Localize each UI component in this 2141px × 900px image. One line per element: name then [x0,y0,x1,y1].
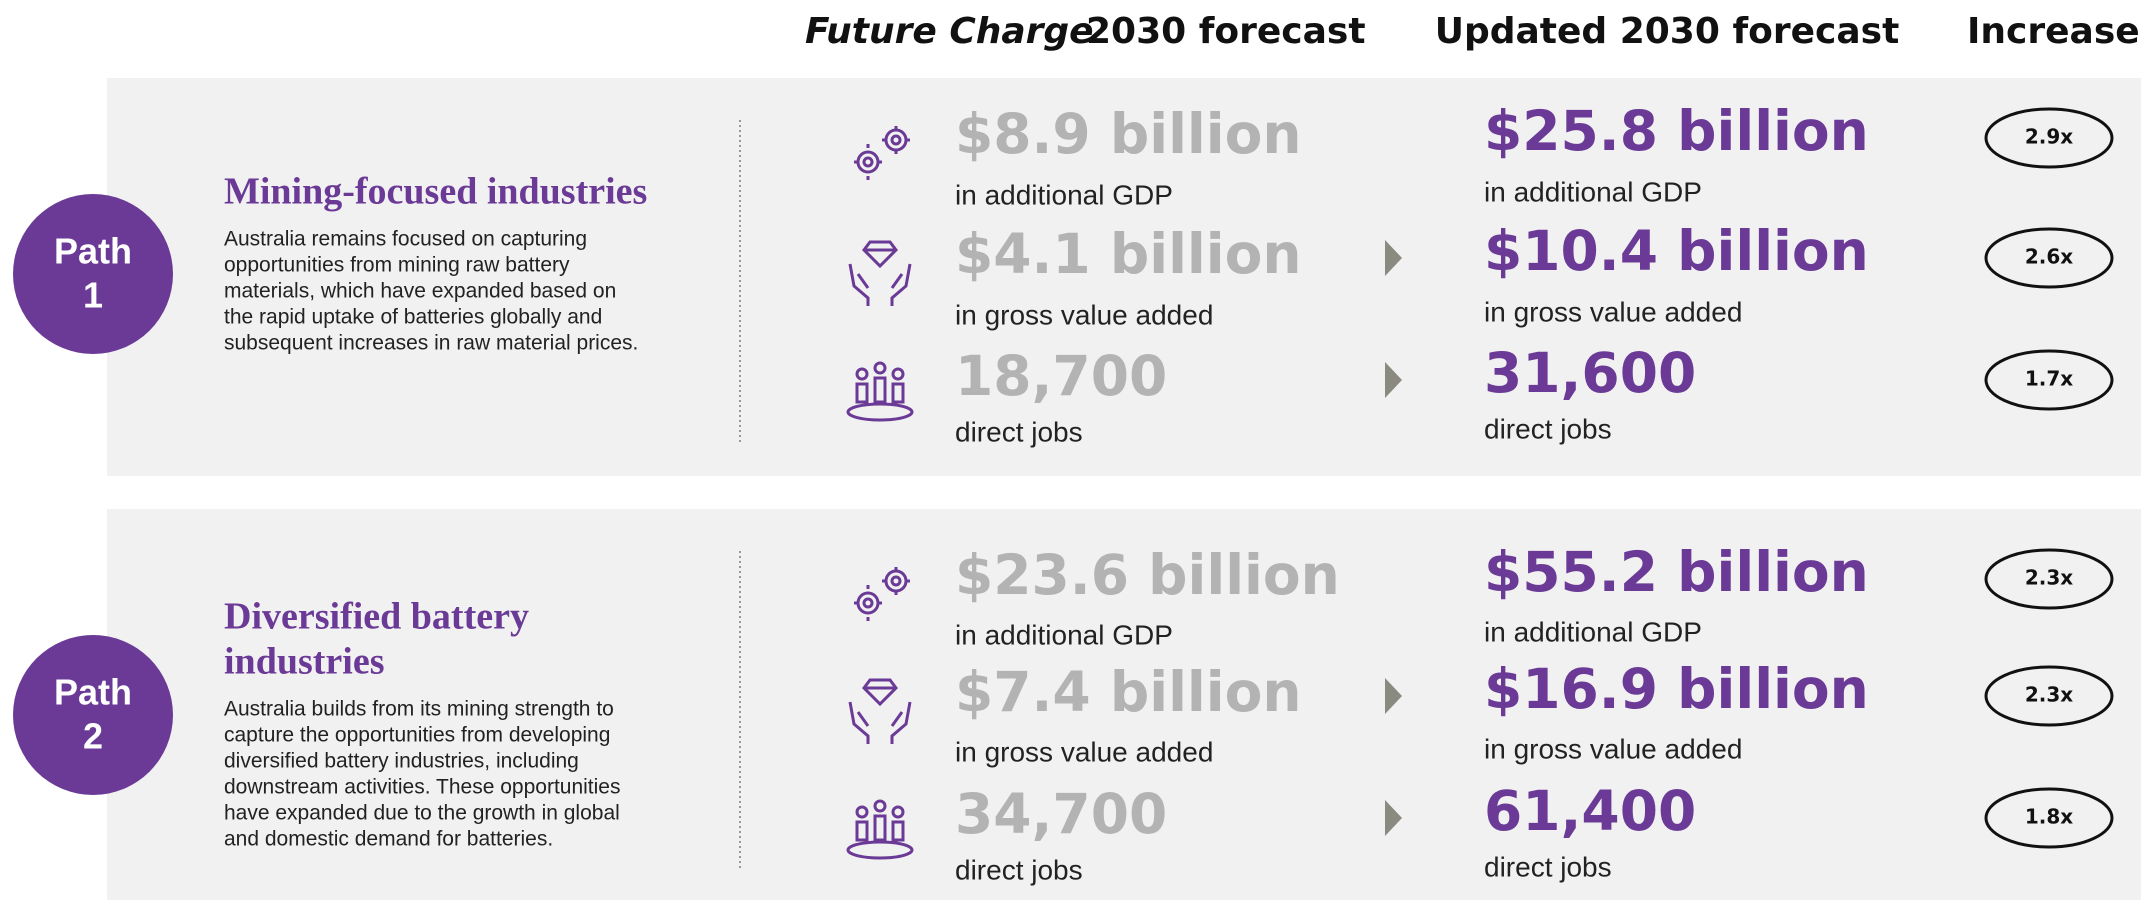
path-description: capture the opportunities from developin… [224,724,610,747]
increase-value: 1.8x [2025,805,2073,829]
header-col3: Increase [1967,11,2140,52]
path-badge [13,635,173,795]
old-unit: in gross value added [955,736,1213,767]
old-unit: direct jobs [955,854,1083,885]
old-value: 18,700 [955,344,1167,408]
old-unit: direct jobs [955,416,1083,447]
old-value: $4.1 billion [955,222,1302,286]
old-value: 34,700 [955,782,1167,846]
path-title: Mining-focused industries [224,171,647,213]
path-title: Diversified battery [224,596,529,638]
badge-number: 2 [83,716,103,757]
path-description: the rapid uptake of batteries globally a… [224,306,602,329]
new-unit: direct jobs [1484,413,1612,444]
path-title: industries [224,641,384,683]
increase-oval [1984,665,2114,727]
badge-word: Path [54,231,132,272]
arrow [1385,240,1402,276]
badge-word: Path [54,672,132,713]
increase-oval [1984,107,2114,169]
old-value: $8.9 billion [955,102,1302,166]
increase-oval [1984,787,2114,849]
path-description: opportunities from mining raw battery [224,254,570,277]
increase-oval [1984,227,2114,289]
increase-value: 1.7x [2025,367,2073,391]
new-unit: in additional GDP [1484,176,1702,207]
panel [107,509,2141,900]
increase-oval [1984,548,2114,610]
header-col1: 2030 forecast [1086,11,1366,52]
increase-value: 2.3x [2025,566,2073,590]
old-unit: in additional GDP [955,619,1173,650]
old-unit: in additional GDP [955,179,1173,210]
new-value: $16.9 billion [1484,657,1869,721]
arrow [1385,362,1402,398]
new-value: $10.4 billion [1484,219,1869,283]
new-value: $55.2 billion [1484,540,1869,604]
header-col2: Updated 2030 forecast [1435,11,1900,52]
new-unit: direct jobs [1484,851,1612,882]
header-italic: Future Charge [805,11,1094,52]
old-value: $23.6 billion [955,543,1340,607]
new-unit: in additional GDP [1484,616,1702,647]
increase-value: 2.9x [2025,125,2073,149]
path-description: Australia builds from its mining strengt… [224,698,614,721]
increase-value: 2.3x [2025,683,2073,707]
increase-oval [1984,349,2114,411]
path-description: downstream activities. These opportuniti… [224,776,620,799]
old-value: $7.4 billion [955,660,1302,724]
new-value: 31,600 [1484,341,1696,405]
new-value: $25.8 billion [1484,99,1869,163]
arrow [1385,678,1402,714]
increase-value: 2.6x [2025,245,2073,269]
arrow [1385,800,1402,836]
path-badge [13,194,173,354]
path-description: have expanded due to the growth in globa… [224,802,620,825]
new-unit: in gross value added [1484,733,1742,764]
path-description: Australia remains focused on capturing [224,228,587,251]
old-unit: in gross value added [955,299,1213,330]
new-value: 61,400 [1484,779,1696,843]
panel [107,78,2141,476]
path-description: and domestic demand for batteries. [224,828,553,851]
new-unit: in gross value added [1484,296,1742,327]
path-description: subsequent increases in raw material pri… [224,332,638,355]
badge-number: 1 [83,275,103,316]
path-description: diversified battery industries, includin… [224,750,579,773]
path-description: materials, which have expanded based on [224,280,616,303]
